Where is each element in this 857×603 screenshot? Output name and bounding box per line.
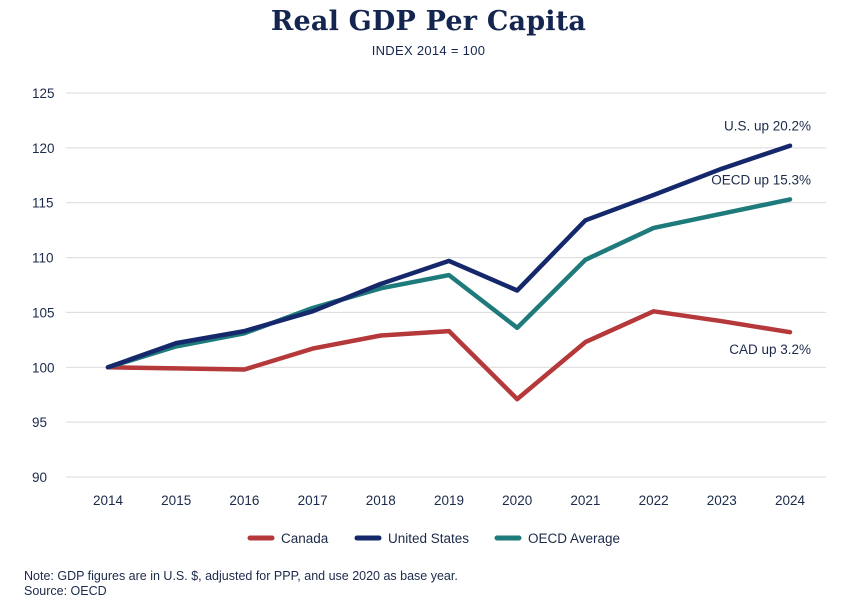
x-tick-label: 2018 bbox=[366, 493, 396, 508]
y-tick-label: 115 bbox=[32, 196, 54, 211]
series-end-labels: CAD up 3.2% U.S. up 20.2% OECD up 15.3% bbox=[711, 119, 811, 358]
legend: Canada United States OECD Average bbox=[247, 531, 620, 546]
gridlines bbox=[66, 92, 826, 478]
legend-label: OECD Average bbox=[528, 531, 620, 546]
legend-label: Canada bbox=[281, 531, 329, 546]
series-line-united-states bbox=[105, 143, 793, 370]
y-tick-label: 100 bbox=[32, 360, 55, 375]
x-tick-label: 2014 bbox=[93, 493, 124, 508]
x-tick-label: 2015 bbox=[161, 493, 191, 508]
x-tick-label: 2016 bbox=[229, 493, 259, 508]
legend-item-united-states: United States bbox=[354, 531, 469, 546]
x-tick-label: 2019 bbox=[434, 493, 464, 508]
y-tick-label: 120 bbox=[32, 141, 55, 156]
end-label-oecd-average: OECD up 15.3% bbox=[711, 172, 811, 187]
y-tick-label: 90 bbox=[32, 470, 47, 485]
series-line-canada bbox=[105, 309, 793, 402]
legend-label: United States bbox=[388, 531, 469, 546]
y-tick-label: 105 bbox=[32, 305, 55, 320]
x-tick-label: 2023 bbox=[707, 493, 737, 508]
x-tick-label: 2017 bbox=[298, 493, 328, 508]
y-axis-ticks: 90 95 100 105 110 115 120 125 bbox=[32, 86, 55, 485]
x-tick-label: 2021 bbox=[570, 493, 600, 508]
chart-subtitle: INDEX 2014 = 100 bbox=[371, 43, 486, 58]
series-line-oecd-average bbox=[105, 197, 793, 370]
series-lines bbox=[105, 143, 793, 402]
x-tick-label: 2024 bbox=[775, 493, 806, 508]
y-tick-label: 125 bbox=[32, 86, 55, 101]
chart-title: Real GDP Per Capita bbox=[270, 6, 587, 37]
footnote: Note: GDP figures are in U.S. $, adjuste… bbox=[24, 569, 458, 583]
legend-item-canada: Canada bbox=[247, 531, 329, 546]
x-axis-ticks: 2014 2015 2016 2017 2018 2019 2020 2021 2022 2023… bbox=[93, 493, 806, 508]
x-tick-label: 2020 bbox=[502, 493, 532, 508]
y-tick-label: 95 bbox=[32, 415, 47, 430]
x-tick-label: 2022 bbox=[639, 493, 669, 508]
end-label-united-states: U.S. up 20.2% bbox=[724, 119, 811, 134]
end-label-canada: CAD up 3.2% bbox=[729, 342, 811, 357]
legend-item-oecd-average: OECD Average bbox=[494, 531, 620, 546]
y-tick-label: 110 bbox=[32, 251, 54, 266]
source-note: Source: OECD bbox=[24, 584, 107, 598]
